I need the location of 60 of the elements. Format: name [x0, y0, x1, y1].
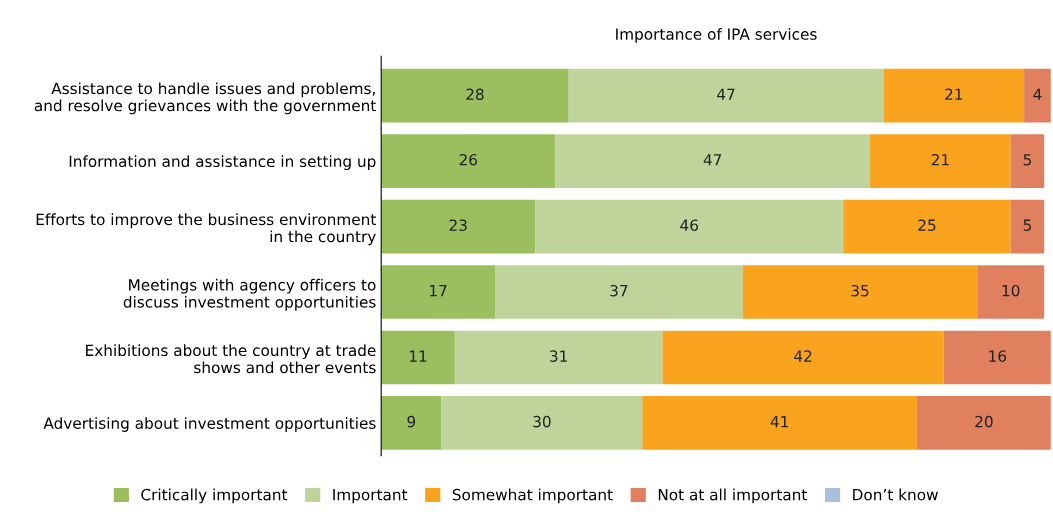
legend-label: Critically important	[141, 488, 288, 504]
data-label: 21	[931, 153, 949, 166]
data-label: 37	[610, 284, 628, 297]
data-label: 26	[459, 153, 478, 166]
bar	[495, 265, 743, 319]
y-tick-label: Assistance to handle issues and problems, and resolve grievances with the government	[34, 82, 376, 115]
data-label: 17	[430, 285, 447, 297]
legend-label: Not at all important	[658, 488, 807, 504]
legend-label: Somewhat important	[452, 488, 613, 504]
y-tick-label: Advertising about investment opportunities	[43, 417, 376, 432]
bar	[870, 134, 1011, 188]
bar	[555, 134, 871, 188]
bar	[843, 199, 1011, 254]
data-label: 21	[945, 88, 963, 100]
bar	[642, 396, 917, 450]
data-label: 5	[1023, 219, 1031, 231]
bar	[742, 265, 978, 319]
bar	[977, 265, 1045, 319]
bar	[381, 199, 536, 254]
data-label: 4	[1033, 88, 1042, 100]
bar	[1010, 199, 1045, 254]
y-tick-label: Exhibitions about the country at trade shows and other events	[86, 344, 376, 374]
y-tick-label: Meetings with agency officers to discuss investment opportunities	[123, 278, 376, 311]
legend-label: Don’t know	[853, 488, 938, 501]
bar	[883, 68, 1025, 123]
bar	[454, 330, 663, 385]
bar	[381, 330, 455, 385]
data-label: 20	[975, 415, 993, 428]
bar	[1024, 68, 1051, 123]
data-label: 47	[703, 154, 722, 166]
bar	[381, 396, 442, 450]
bar	[381, 68, 569, 123]
bar	[1010, 134, 1045, 188]
data-label: 30	[533, 415, 551, 428]
data-label: 46	[680, 219, 699, 231]
chart-title: Importance of IPA services	[616, 28, 817, 43]
bar	[943, 330, 1051, 385]
bar	[535, 199, 844, 254]
legend-label: Important	[333, 489, 408, 504]
data-label: 23	[449, 219, 467, 231]
data-label: 11	[409, 350, 427, 362]
data-label: 5	[1023, 154, 1031, 166]
data-label: 47	[717, 88, 735, 100]
data-label: 31	[550, 350, 567, 362]
bar	[441, 396, 643, 450]
data-label: 28	[466, 88, 484, 101]
data-label: 16	[989, 350, 1007, 362]
data-label: 25	[918, 219, 936, 231]
bar	[381, 134, 556, 188]
bar	[381, 265, 496, 319]
data-label: 42	[794, 350, 812, 362]
bar	[662, 330, 944, 385]
data-label: 35	[851, 284, 869, 297]
y-tick-label: Efforts to improve the business environment in the country	[36, 213, 376, 246]
data-label: 41	[770, 416, 788, 428]
data-label: 9	[407, 415, 416, 428]
y-tick-label: Information and assistance in setting up	[69, 155, 376, 171]
data-label: 10	[1002, 284, 1020, 297]
bar	[568, 68, 884, 123]
bar	[916, 396, 1051, 450]
